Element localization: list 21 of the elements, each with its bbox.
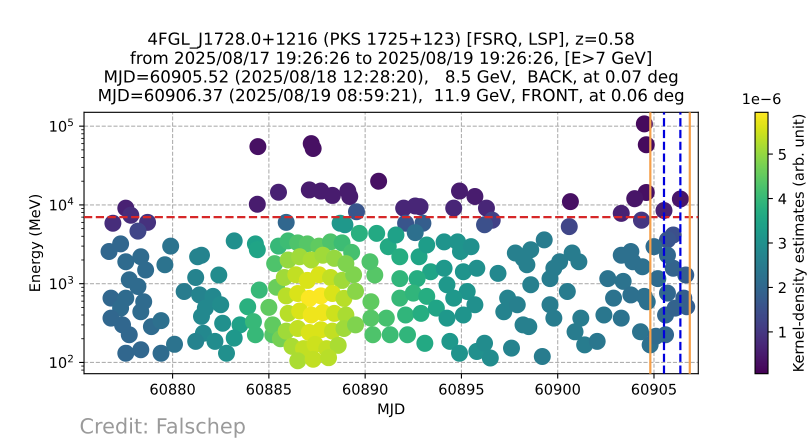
text: Credit: Falschep bbox=[80, 418, 245, 438]
x-tick-label: 60885 bbox=[246, 384, 291, 395]
y-tick-label: 10$^{5}$ bbox=[50, 118, 73, 132]
color-bar-label: 3 bbox=[778, 238, 786, 249]
color-bar-title: Kernel-density estimates (arb. unit) bbox=[792, 114, 807, 371]
x-axis-title: MJD bbox=[378, 404, 404, 418]
y-tick-label: 10$^{3}$ bbox=[50, 276, 74, 290]
y-tick-label: 10$^{4}$ bbox=[50, 197, 74, 211]
y-tick-label: 10$^{2}$ bbox=[50, 354, 73, 368]
x-tick-label: 60895 bbox=[439, 384, 484, 395]
chart-title: 4FGL_J1728.0+1216 (PKS 1725+123) [FSRQ, LSP], z=0.58 from 2025/08/17 19:26:26 to 2025/08/19 19:26:26, [E>7 GeV] MJD=60905.52 (2025/08/18 12:28:20), 8.5 GeV, BACK, at 0.07 deg MJD=60906.37 (2025/08/19 08:59:21), 11.9 GeV, FRONT, at 0.06 deg bbox=[99, 32, 684, 105]
text: 1e−6 bbox=[743, 93, 780, 104]
color-bar-label: 4 bbox=[778, 193, 786, 204]
color-bar-label: 5 bbox=[778, 148, 786, 160]
x-tick-label: 60900 bbox=[536, 384, 580, 395]
x-tick-label: 60905 bbox=[632, 384, 676, 395]
color-bar-label: 1 bbox=[779, 326, 786, 338]
color-bar-label: 2 bbox=[778, 282, 786, 293]
y-axis-title: Energy (MeV) bbox=[28, 194, 44, 291]
x-tick-label: 60890 bbox=[342, 384, 388, 395]
x-tick-label: 60880 bbox=[150, 384, 195, 395]
